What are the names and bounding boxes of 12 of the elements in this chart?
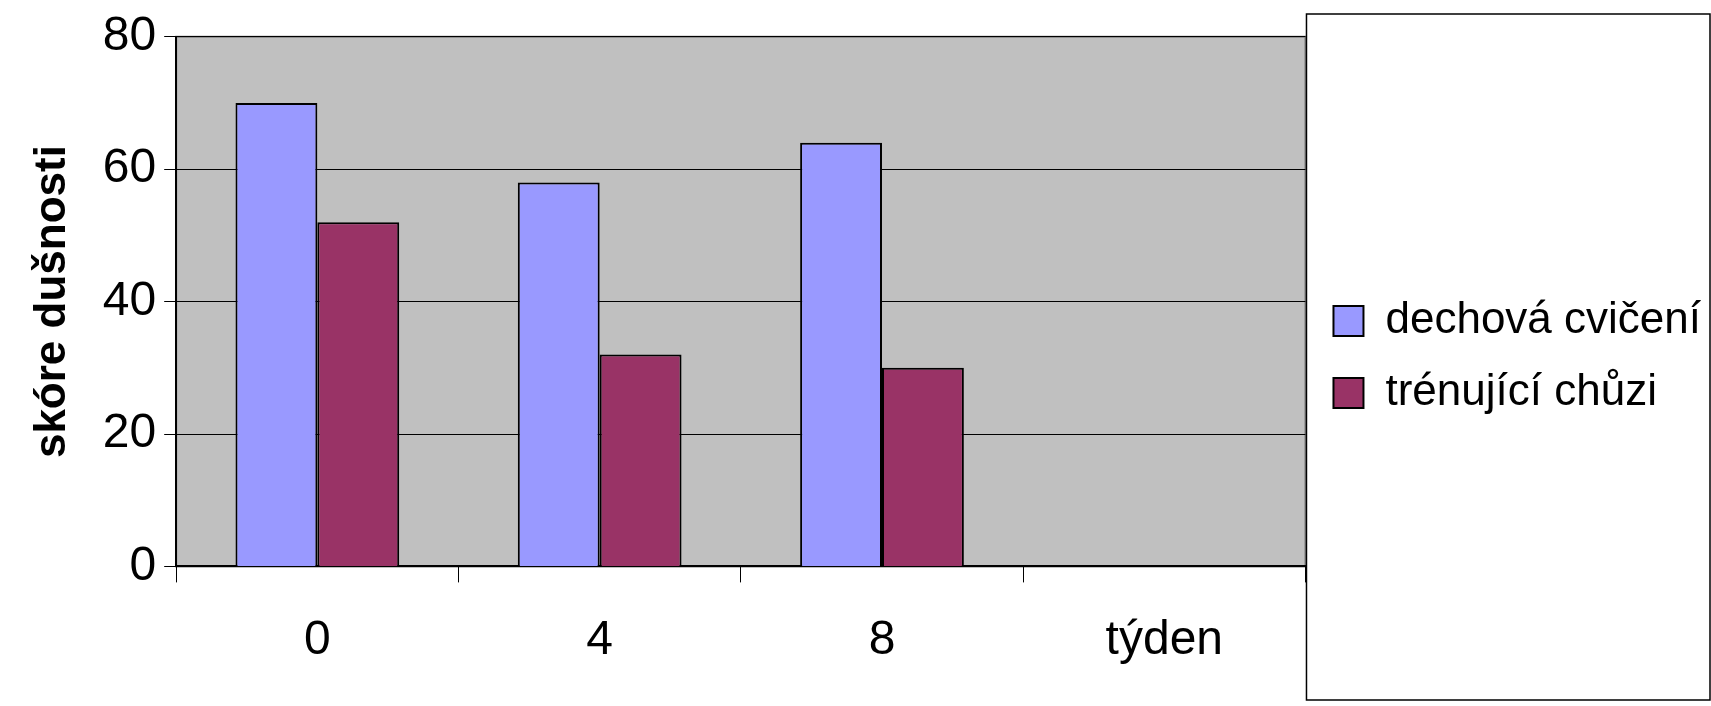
- y-axis-title: skóre dušnosti: [24, 145, 74, 459]
- x-tick-label: 4: [586, 611, 614, 665]
- legend-label: dechová cvičení: [1385, 293, 1702, 343]
- y-tick-label: 80: [102, 7, 157, 61]
- legend-label: trénující chůzi: [1385, 365, 1657, 415]
- y-tick-label: 20: [102, 404, 157, 458]
- x-tick-label: 8: [868, 611, 896, 665]
- y-tick-label: 0: [129, 536, 157, 590]
- x-tick-label: 0: [304, 611, 331, 665]
- y-tick-label: 40: [102, 271, 157, 325]
- y-tick-label: 60: [102, 139, 157, 193]
- x-tick-label: týden: [1105, 611, 1224, 665]
